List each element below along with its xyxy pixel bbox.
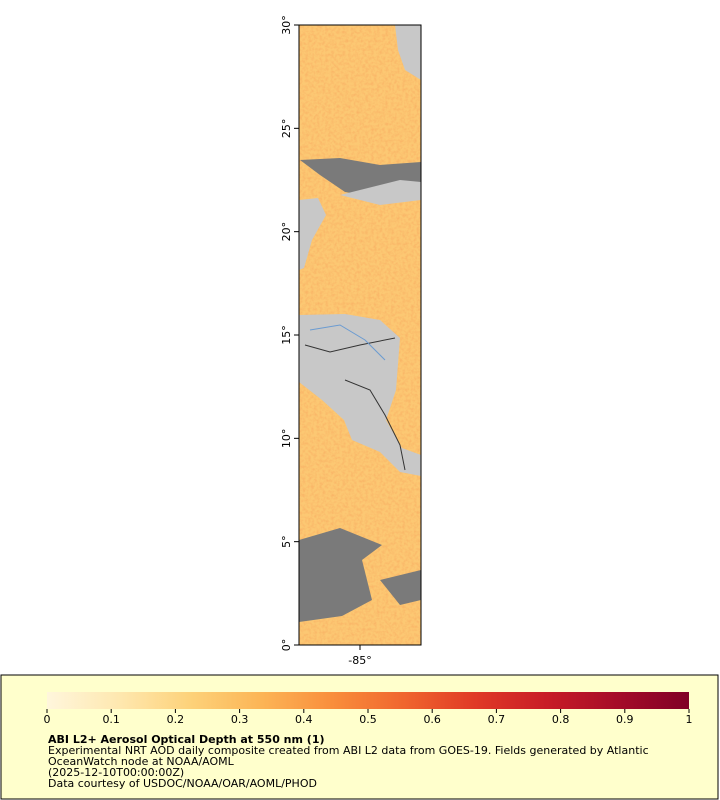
colorbar-tick-label: 0.2 [167,713,185,726]
land [299,198,326,270]
colorbar-tick-label: 0.1 [102,713,120,726]
y-tick-label: 30° [280,15,293,35]
river [309,324,386,361]
legend-line: (2025-12-10T00:00:00Z) [48,766,184,779]
colorbar-tick-label: 0.4 [295,713,313,726]
colorbar-tick-label: 0.7 [488,713,506,726]
x-tick-label: -85° [348,654,371,667]
border [304,337,396,353]
legend-line: Experimental NRT AOD daily composite cre… [48,744,649,757]
legend-line: Data courtesy of USDOC/NOAA/OAR/AOML/PHO… [48,777,317,790]
y-tick-label: 0° [280,639,293,652]
colorbar-tick-label: 0.5 [359,713,377,726]
colorbar-tick-label: 0.8 [552,713,570,726]
colorbar-tick-label: 0 [44,713,51,726]
no-data [299,528,382,622]
colorbar-tick-label: 0.6 [423,713,441,726]
y-tick-label: 20° [280,222,293,242]
y-tick-label: 25° [280,119,293,139]
colorbar-tick-label: 1 [686,713,693,726]
y-tick-label: 15° [280,325,293,345]
legend: ABI L2+ Aerosol Optical Depth at 550 nm … [44,709,693,790]
legend-line: OceanWatch node at NOAA/AOML [48,755,235,768]
map [298,24,422,646]
border [344,379,406,471]
land [340,180,421,205]
colorbar [47,692,689,709]
colorbar-tick-label: 0.3 [231,713,249,726]
land [395,25,421,80]
no-data [380,570,421,605]
colorbar-tick-label: 0.9 [616,713,634,726]
land [299,314,421,476]
axes: 0° 5° 10° 15° 20° 25° 30° -85° [280,15,372,667]
legend-title: ABI L2+ Aerosol Optical Depth at 550 nm … [48,733,325,746]
y-tick-label: 10° [280,429,293,449]
y-tick-label: 5° [280,535,293,548]
